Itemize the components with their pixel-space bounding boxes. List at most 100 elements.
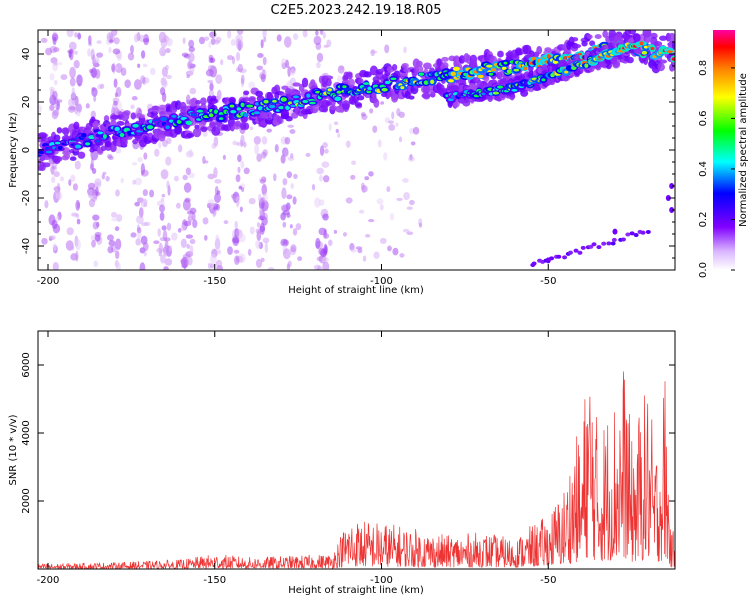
heat-speckle bbox=[282, 209, 290, 216]
heat-speckle bbox=[350, 174, 356, 180]
heat-speckle bbox=[73, 60, 80, 69]
heat-core bbox=[229, 104, 235, 108]
heat-halo bbox=[487, 94, 494, 102]
heat-streak bbox=[611, 237, 617, 242]
heat-halo bbox=[466, 54, 472, 65]
heat-speckle bbox=[165, 74, 172, 79]
snr-plot-area bbox=[38, 331, 675, 569]
heat-speckle bbox=[189, 244, 194, 257]
heat-speckle bbox=[391, 111, 395, 120]
heat-speckle bbox=[289, 224, 293, 229]
heat-core bbox=[292, 95, 300, 99]
heat-speckle bbox=[38, 104, 43, 113]
heat-speckle bbox=[182, 174, 188, 181]
heat-halo bbox=[123, 110, 131, 116]
heat-speckle bbox=[263, 37, 267, 43]
heat-core bbox=[45, 150, 53, 154]
heat-streak bbox=[591, 242, 597, 247]
heat-speckle bbox=[99, 83, 105, 89]
heat-speckle bbox=[286, 194, 293, 200]
heat-streak bbox=[645, 229, 651, 234]
heat-speckle bbox=[215, 234, 220, 241]
heat-speckle bbox=[209, 202, 213, 209]
heat-speckle bbox=[357, 248, 363, 254]
spectrogram-y-axis-label: Frequency (Hz) bbox=[8, 112, 19, 188]
heat-speckle bbox=[114, 92, 118, 98]
heat-speckle bbox=[209, 253, 217, 265]
heat-speckle bbox=[292, 228, 298, 236]
heat-core bbox=[381, 87, 388, 92]
heat-speckle bbox=[283, 36, 292, 48]
heat-speckle bbox=[236, 30, 244, 35]
heat-speckle bbox=[58, 61, 63, 66]
heat-halo bbox=[243, 90, 250, 96]
heat-speckle bbox=[208, 41, 212, 49]
heat-core bbox=[269, 104, 276, 109]
heat-core bbox=[481, 92, 486, 96]
heat-speckle bbox=[398, 136, 403, 143]
heat-speckle bbox=[233, 249, 240, 254]
heat-halo bbox=[643, 31, 651, 37]
heat-speckle bbox=[133, 33, 140, 43]
heat-halo bbox=[188, 98, 197, 107]
y-tick-label: 6000 bbox=[21, 352, 32, 377]
heat-speckle bbox=[207, 79, 214, 84]
heat-halo bbox=[416, 60, 423, 68]
heat-speckle bbox=[361, 185, 368, 193]
heat-core bbox=[652, 55, 657, 59]
heat-speckle bbox=[248, 81, 256, 90]
heat-speckle bbox=[160, 254, 166, 264]
heat-speckle bbox=[101, 173, 105, 180]
heat-speckle bbox=[59, 176, 65, 182]
heat-speckle bbox=[166, 222, 172, 231]
heat-speckle bbox=[115, 189, 120, 197]
heat-speckle bbox=[41, 237, 48, 245]
heat-halo bbox=[77, 151, 86, 159]
heat-speckle bbox=[187, 214, 193, 223]
heat-core bbox=[384, 80, 391, 85]
heat-core bbox=[171, 114, 177, 118]
heat-speckle bbox=[68, 49, 72, 59]
heat-speckle bbox=[70, 92, 77, 101]
heat-speckle bbox=[383, 152, 388, 161]
colorbar-tick-label: 0.4 bbox=[698, 161, 709, 177]
heat-speckle bbox=[77, 33, 82, 40]
heat-halo bbox=[43, 162, 51, 168]
heat-core bbox=[85, 142, 91, 146]
heat-halo bbox=[363, 71, 372, 78]
heat-speckle bbox=[186, 243, 190, 249]
heat-halo bbox=[73, 121, 80, 130]
y-tick-label: -20 bbox=[21, 190, 32, 206]
heat-halo bbox=[572, 43, 582, 49]
heat-halo bbox=[159, 104, 167, 111]
heat-halo bbox=[324, 75, 334, 80]
heat-halo bbox=[441, 61, 449, 69]
heat-speckle bbox=[342, 232, 347, 237]
heat-speckle bbox=[262, 149, 268, 157]
heat-speckle bbox=[88, 35, 92, 45]
heat-speckle bbox=[214, 193, 222, 204]
heat-speckle bbox=[202, 217, 209, 225]
heat-speckle bbox=[116, 54, 122, 61]
heat-speckle bbox=[92, 221, 99, 230]
heat-speckle bbox=[186, 99, 190, 105]
heat-streak bbox=[633, 233, 639, 238]
heat-speckle bbox=[295, 223, 302, 231]
heat-speckle bbox=[66, 30, 74, 38]
heat-speckle bbox=[53, 47, 60, 53]
heat-speckle bbox=[237, 166, 241, 174]
heat-halo bbox=[589, 40, 596, 47]
heat-speckle bbox=[262, 237, 270, 244]
heat-core bbox=[80, 133, 87, 138]
heat-speckle bbox=[72, 183, 79, 191]
heat-speckle bbox=[256, 65, 264, 71]
heat-streak bbox=[601, 241, 607, 246]
heat-speckle bbox=[234, 255, 240, 266]
heat-speckle bbox=[161, 193, 166, 198]
heat-halo bbox=[536, 45, 543, 55]
heat-speckle bbox=[287, 260, 292, 268]
heat-speckle bbox=[240, 160, 245, 169]
heat-speckle bbox=[282, 221, 287, 228]
heat-core bbox=[309, 101, 316, 105]
